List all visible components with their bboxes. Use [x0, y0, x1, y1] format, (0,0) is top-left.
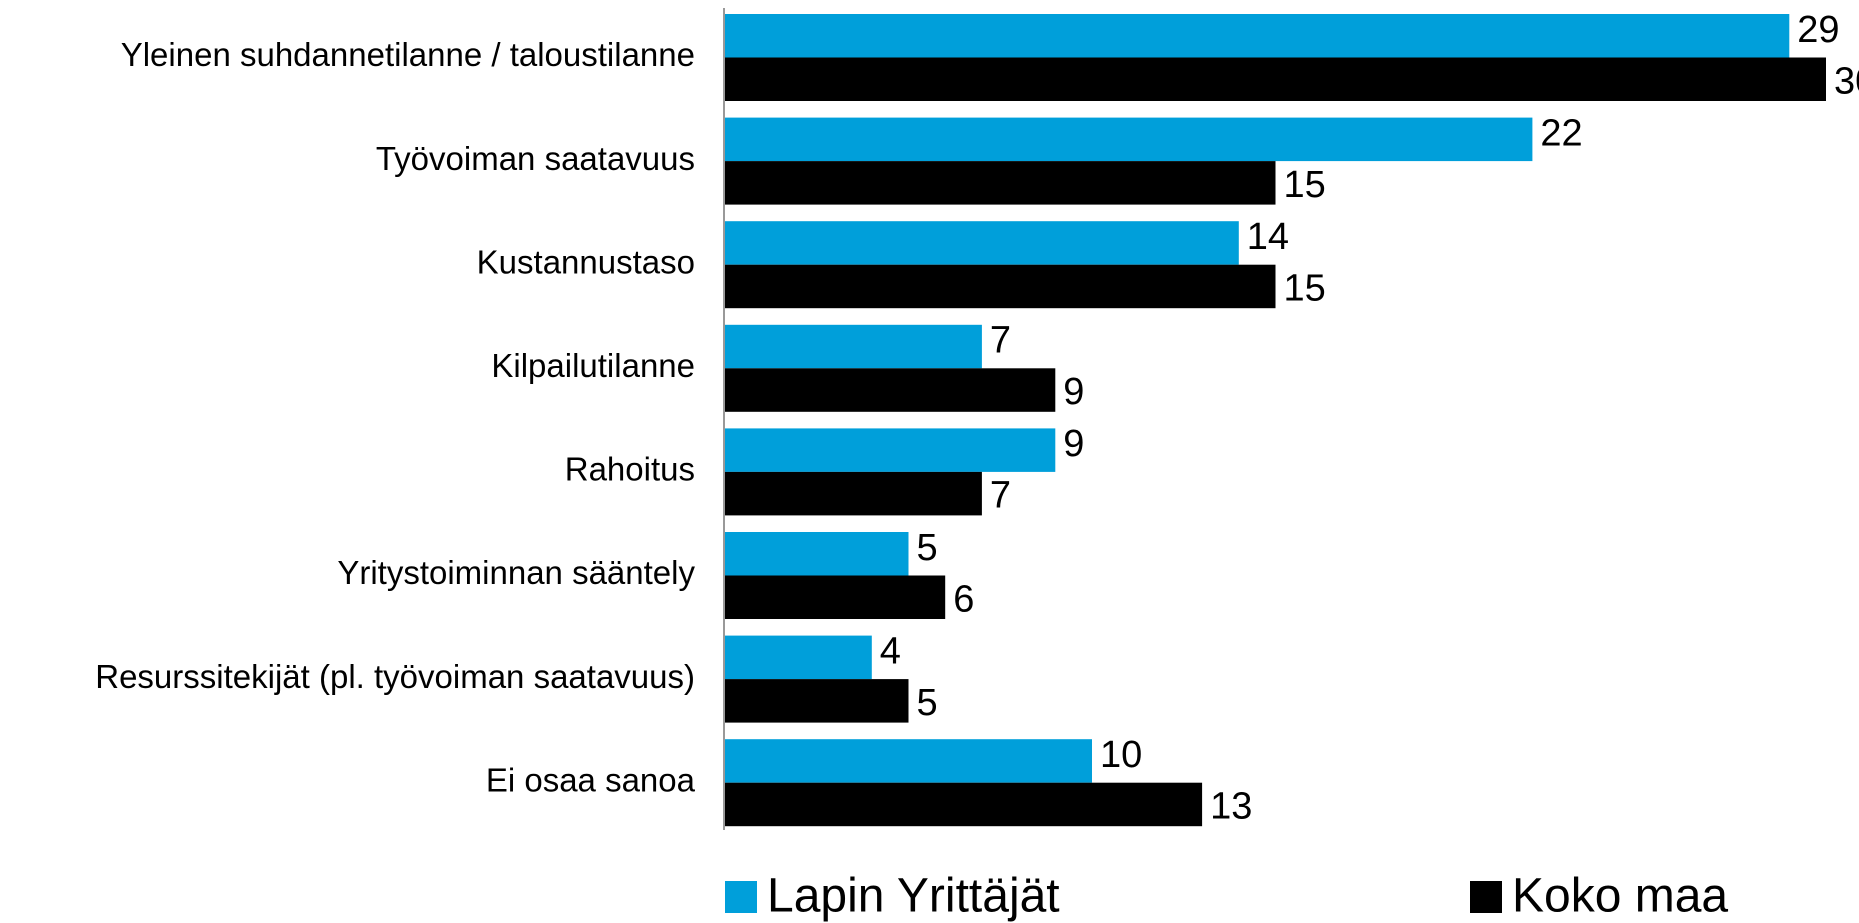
bar: [725, 575, 946, 619]
category-label: Resurssitekijät (pl. työvoiman saatavuus…: [95, 658, 695, 695]
value-label: 15: [1284, 267, 1326, 309]
legend-swatch: [725, 881, 757, 913]
bar: [725, 635, 872, 680]
category-label: Yleinen suhdannetilanne / taloustilanne: [121, 36, 695, 73]
bar: [725, 532, 909, 576]
bar: [725, 679, 909, 723]
value-label: 14: [1247, 216, 1289, 258]
value-label: 9: [1063, 423, 1084, 465]
category-label: Rahoitus: [565, 451, 695, 488]
value-label: 22: [1540, 112, 1582, 154]
category-label: Kilpailutilanne: [491, 347, 695, 384]
bar: [725, 739, 1092, 783]
value-label: 5: [917, 527, 938, 569]
category-label: Kustannustaso: [477, 243, 695, 280]
value-label: 9: [1063, 371, 1084, 413]
bar: [725, 471, 982, 516]
legend-swatch: [1470, 881, 1502, 913]
value-label: 5: [917, 682, 938, 724]
bar: [725, 57, 1826, 101]
value-label: 13: [1210, 785, 1252, 827]
value-label: 30: [1834, 60, 1859, 102]
value-label: 7: [990, 320, 1011, 362]
value-label: 6: [953, 578, 974, 620]
bar: [725, 221, 1239, 265]
bar: [725, 368, 1056, 412]
bar: [725, 161, 1276, 205]
value-label: 7: [990, 475, 1011, 517]
category-label: Yritystoiminnan sääntely: [337, 554, 695, 591]
category-label: Ei osaa sanoa: [486, 761, 696, 798]
value-label: 10: [1100, 734, 1142, 776]
legend-label: Koko maa: [1512, 870, 1728, 923]
bar: [725, 324, 982, 369]
bar: [725, 782, 1203, 827]
bar: [725, 428, 1056, 472]
value-label: 15: [1284, 164, 1326, 206]
legend-label: Lapin Yrittäjät: [767, 870, 1060, 923]
bar: [725, 14, 1790, 58]
value-label: 4: [880, 630, 901, 672]
value-label: 29: [1797, 9, 1839, 51]
category-label: Työvoiman saatavuus: [376, 140, 695, 177]
bar: [725, 117, 1533, 162]
bar: [725, 264, 1276, 309]
